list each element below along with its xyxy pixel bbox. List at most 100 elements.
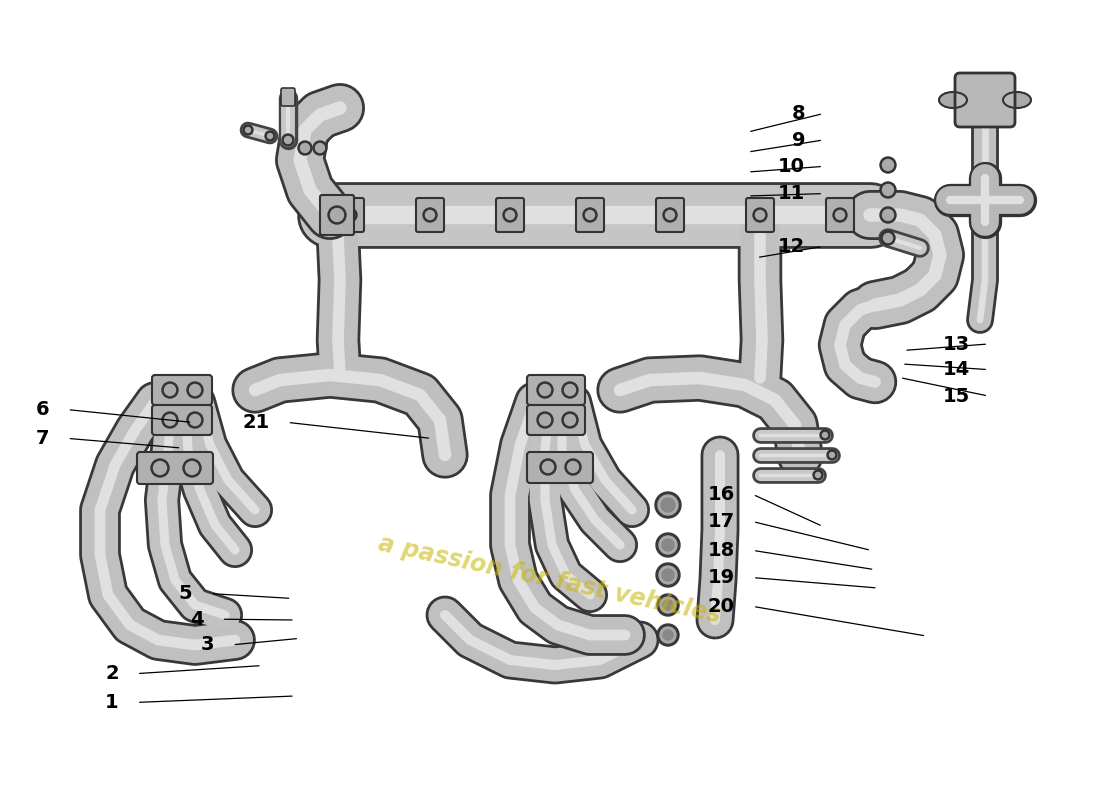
Circle shape (542, 462, 553, 473)
Circle shape (820, 430, 830, 440)
Circle shape (343, 208, 358, 222)
Circle shape (827, 450, 837, 460)
Text: 12: 12 (778, 237, 805, 256)
Text: 17: 17 (707, 512, 735, 531)
Text: 19: 19 (707, 568, 735, 587)
Text: 9: 9 (792, 130, 805, 150)
Circle shape (813, 470, 823, 480)
Circle shape (833, 208, 847, 222)
Circle shape (659, 566, 676, 584)
Text: 10: 10 (778, 157, 805, 176)
Circle shape (285, 137, 292, 143)
Circle shape (426, 210, 434, 219)
Circle shape (183, 459, 201, 477)
Circle shape (658, 495, 678, 515)
Circle shape (585, 210, 594, 219)
Circle shape (659, 536, 676, 554)
Circle shape (880, 207, 896, 223)
Text: 21: 21 (242, 413, 270, 432)
FancyBboxPatch shape (527, 452, 593, 483)
FancyBboxPatch shape (656, 198, 684, 232)
Circle shape (660, 627, 676, 643)
Circle shape (562, 382, 578, 398)
Circle shape (829, 453, 835, 458)
Circle shape (243, 125, 253, 135)
Circle shape (882, 210, 893, 221)
Circle shape (189, 385, 200, 395)
Circle shape (539, 414, 550, 426)
Circle shape (562, 412, 578, 428)
Circle shape (662, 569, 674, 581)
FancyBboxPatch shape (416, 198, 444, 232)
Text: 5: 5 (179, 584, 192, 603)
Circle shape (540, 459, 556, 475)
Circle shape (663, 208, 676, 222)
Circle shape (503, 208, 517, 222)
Ellipse shape (939, 92, 967, 108)
Circle shape (882, 159, 893, 170)
FancyBboxPatch shape (527, 375, 585, 405)
Circle shape (881, 231, 895, 245)
Circle shape (564, 414, 575, 426)
Circle shape (654, 492, 681, 518)
Text: 20: 20 (707, 597, 735, 616)
Circle shape (880, 182, 896, 198)
Circle shape (267, 134, 273, 138)
Circle shape (151, 459, 169, 477)
Circle shape (657, 594, 679, 616)
FancyBboxPatch shape (955, 73, 1015, 127)
Circle shape (186, 462, 198, 474)
Circle shape (162, 412, 178, 428)
FancyBboxPatch shape (152, 405, 212, 435)
Circle shape (165, 414, 176, 426)
Text: 4: 4 (190, 610, 204, 629)
Text: 3: 3 (201, 635, 214, 654)
Circle shape (823, 433, 827, 438)
Text: 6: 6 (36, 400, 50, 419)
Circle shape (189, 414, 200, 426)
Circle shape (316, 143, 324, 153)
Circle shape (154, 462, 166, 474)
Circle shape (663, 630, 673, 640)
Circle shape (754, 208, 767, 222)
Circle shape (539, 385, 550, 395)
Circle shape (345, 210, 354, 219)
Circle shape (662, 539, 674, 551)
Text: a passion for fast vehicles: a passion for fast vehicles (376, 532, 724, 628)
Circle shape (328, 206, 346, 224)
Circle shape (300, 143, 309, 153)
Text: 15: 15 (943, 386, 970, 406)
Text: 8: 8 (792, 104, 805, 123)
Circle shape (298, 141, 312, 155)
Text: 2: 2 (106, 664, 119, 683)
Circle shape (880, 157, 896, 173)
Circle shape (663, 600, 673, 610)
FancyBboxPatch shape (320, 195, 354, 235)
Circle shape (564, 385, 575, 395)
Circle shape (656, 563, 680, 587)
Text: 16: 16 (707, 485, 735, 504)
Circle shape (656, 533, 680, 557)
Circle shape (537, 412, 553, 428)
Text: 14: 14 (943, 360, 970, 379)
Circle shape (882, 185, 893, 195)
FancyBboxPatch shape (336, 198, 364, 232)
Circle shape (506, 210, 515, 219)
Circle shape (661, 498, 675, 512)
Text: 1: 1 (106, 693, 119, 712)
Circle shape (187, 412, 204, 428)
Circle shape (424, 208, 437, 222)
Circle shape (565, 459, 581, 475)
Circle shape (883, 234, 892, 242)
Circle shape (815, 473, 821, 478)
Circle shape (314, 141, 327, 155)
Circle shape (187, 382, 204, 398)
FancyBboxPatch shape (826, 198, 854, 232)
FancyBboxPatch shape (280, 88, 295, 106)
Text: 13: 13 (943, 334, 970, 354)
Circle shape (165, 385, 176, 395)
Circle shape (537, 382, 553, 398)
Circle shape (657, 624, 679, 646)
Text: 11: 11 (778, 184, 805, 203)
FancyBboxPatch shape (138, 452, 213, 484)
